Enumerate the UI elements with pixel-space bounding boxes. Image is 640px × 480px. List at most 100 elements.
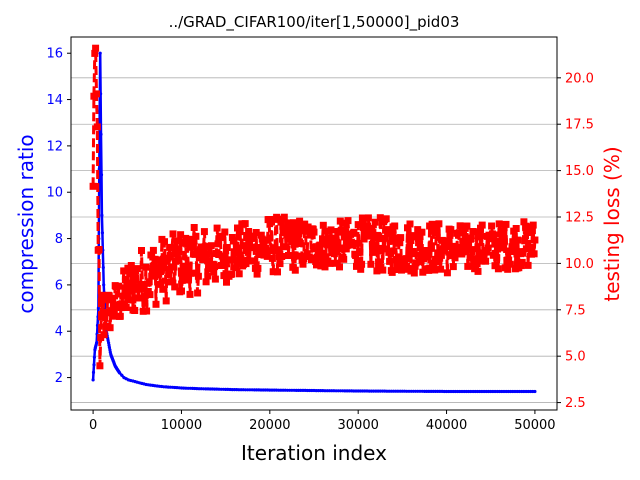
compression-marker <box>219 387 223 391</box>
compression-marker <box>504 389 508 394</box>
compression-marker <box>208 387 212 391</box>
x-tick-label: 10000 <box>161 418 202 433</box>
loss-marker <box>235 270 243 278</box>
loss-marker <box>273 213 281 221</box>
loss-marker <box>406 220 414 228</box>
compression-marker <box>358 389 362 393</box>
compression-marker <box>327 389 332 393</box>
loss-marker <box>282 243 290 251</box>
loss-marker <box>414 226 422 234</box>
loss-marker <box>130 275 138 283</box>
loss-marker <box>168 244 176 252</box>
loss-marker <box>138 281 146 288</box>
loss-marker <box>152 300 160 308</box>
loss-marker <box>459 248 467 256</box>
loss-marker <box>391 222 399 230</box>
loss-marker <box>110 312 117 320</box>
compression-marker <box>495 389 499 394</box>
loss-marker <box>498 227 506 235</box>
compression-marker <box>511 389 515 394</box>
compression-marker <box>97 167 101 171</box>
loss-marker <box>245 257 253 265</box>
loss-marker <box>527 244 535 252</box>
loss-marker <box>217 234 224 242</box>
compression-marker <box>354 389 358 393</box>
loss-marker <box>188 243 196 251</box>
loss-marker <box>364 214 372 222</box>
loss-marker <box>338 226 346 234</box>
loss-marker <box>494 265 502 273</box>
loss-marker <box>488 222 496 230</box>
loss-marker <box>276 260 284 268</box>
loss-marker <box>140 292 148 300</box>
loss-marker <box>236 226 244 234</box>
compression-marker <box>101 265 105 270</box>
loss-marker <box>397 234 405 242</box>
loss-marker <box>291 266 299 274</box>
loss-marker <box>223 244 231 251</box>
compression-marker <box>186 386 190 390</box>
loss-marker <box>492 238 500 245</box>
loss-marker <box>186 290 194 298</box>
loss-marker <box>162 297 170 305</box>
compression-marker <box>489 389 493 394</box>
compression-marker <box>480 389 484 394</box>
loss-marker <box>194 272 202 280</box>
compression-marker <box>272 388 276 392</box>
compression-marker <box>107 345 111 349</box>
loss-marker <box>331 259 339 267</box>
loss-marker <box>374 231 382 239</box>
loss-marker <box>142 263 150 271</box>
loss-marker <box>404 224 411 232</box>
compression-marker <box>367 389 371 393</box>
compression-marker <box>433 389 438 393</box>
compression-marker <box>378 389 382 393</box>
loss-marker <box>127 262 135 269</box>
compression-marker <box>425 389 429 393</box>
compression-marker <box>475 389 480 394</box>
loss-marker <box>478 221 486 229</box>
compression-marker <box>325 389 329 393</box>
loss-marker <box>375 260 383 268</box>
loss-marker <box>284 219 292 227</box>
loss-marker <box>217 262 225 269</box>
loss-marker <box>319 235 326 243</box>
loss-marker <box>435 220 443 228</box>
loss-marker <box>370 231 377 239</box>
compression-marker <box>515 389 519 394</box>
compression-marker <box>528 389 533 394</box>
loss-marker <box>340 255 348 263</box>
loss-series <box>89 44 539 370</box>
loss-marker <box>474 267 482 275</box>
compression-marker <box>270 388 274 392</box>
compression-marker <box>444 389 449 394</box>
loss-marker <box>401 260 409 268</box>
compression-marker <box>471 389 475 394</box>
loss-marker <box>482 257 490 265</box>
loss-marker <box>368 224 376 232</box>
compression-marker <box>204 387 208 391</box>
compression-marker <box>281 388 285 392</box>
compression-marker <box>213 387 217 391</box>
compression-marker <box>98 109 102 113</box>
compression-marker <box>458 389 462 394</box>
left-y-tick-label: 4 <box>55 325 63 340</box>
loss-marker <box>531 236 539 244</box>
compression-marker <box>305 388 309 393</box>
loss-marker <box>224 256 232 264</box>
compression-marker <box>347 389 351 393</box>
loss-marker <box>204 272 212 280</box>
loss-marker <box>447 226 455 234</box>
loss-marker <box>181 271 189 279</box>
compression-marker <box>387 389 391 393</box>
loss-marker <box>93 90 100 98</box>
loss-marker <box>210 268 218 276</box>
loss-marker <box>303 250 311 258</box>
compression-marker <box>469 389 473 394</box>
loss-marker <box>318 249 326 257</box>
loss-marker <box>523 223 531 231</box>
compression-marker <box>389 389 393 393</box>
loss-marker <box>416 244 424 252</box>
loss-marker <box>382 215 390 223</box>
loss-marker <box>178 287 185 295</box>
